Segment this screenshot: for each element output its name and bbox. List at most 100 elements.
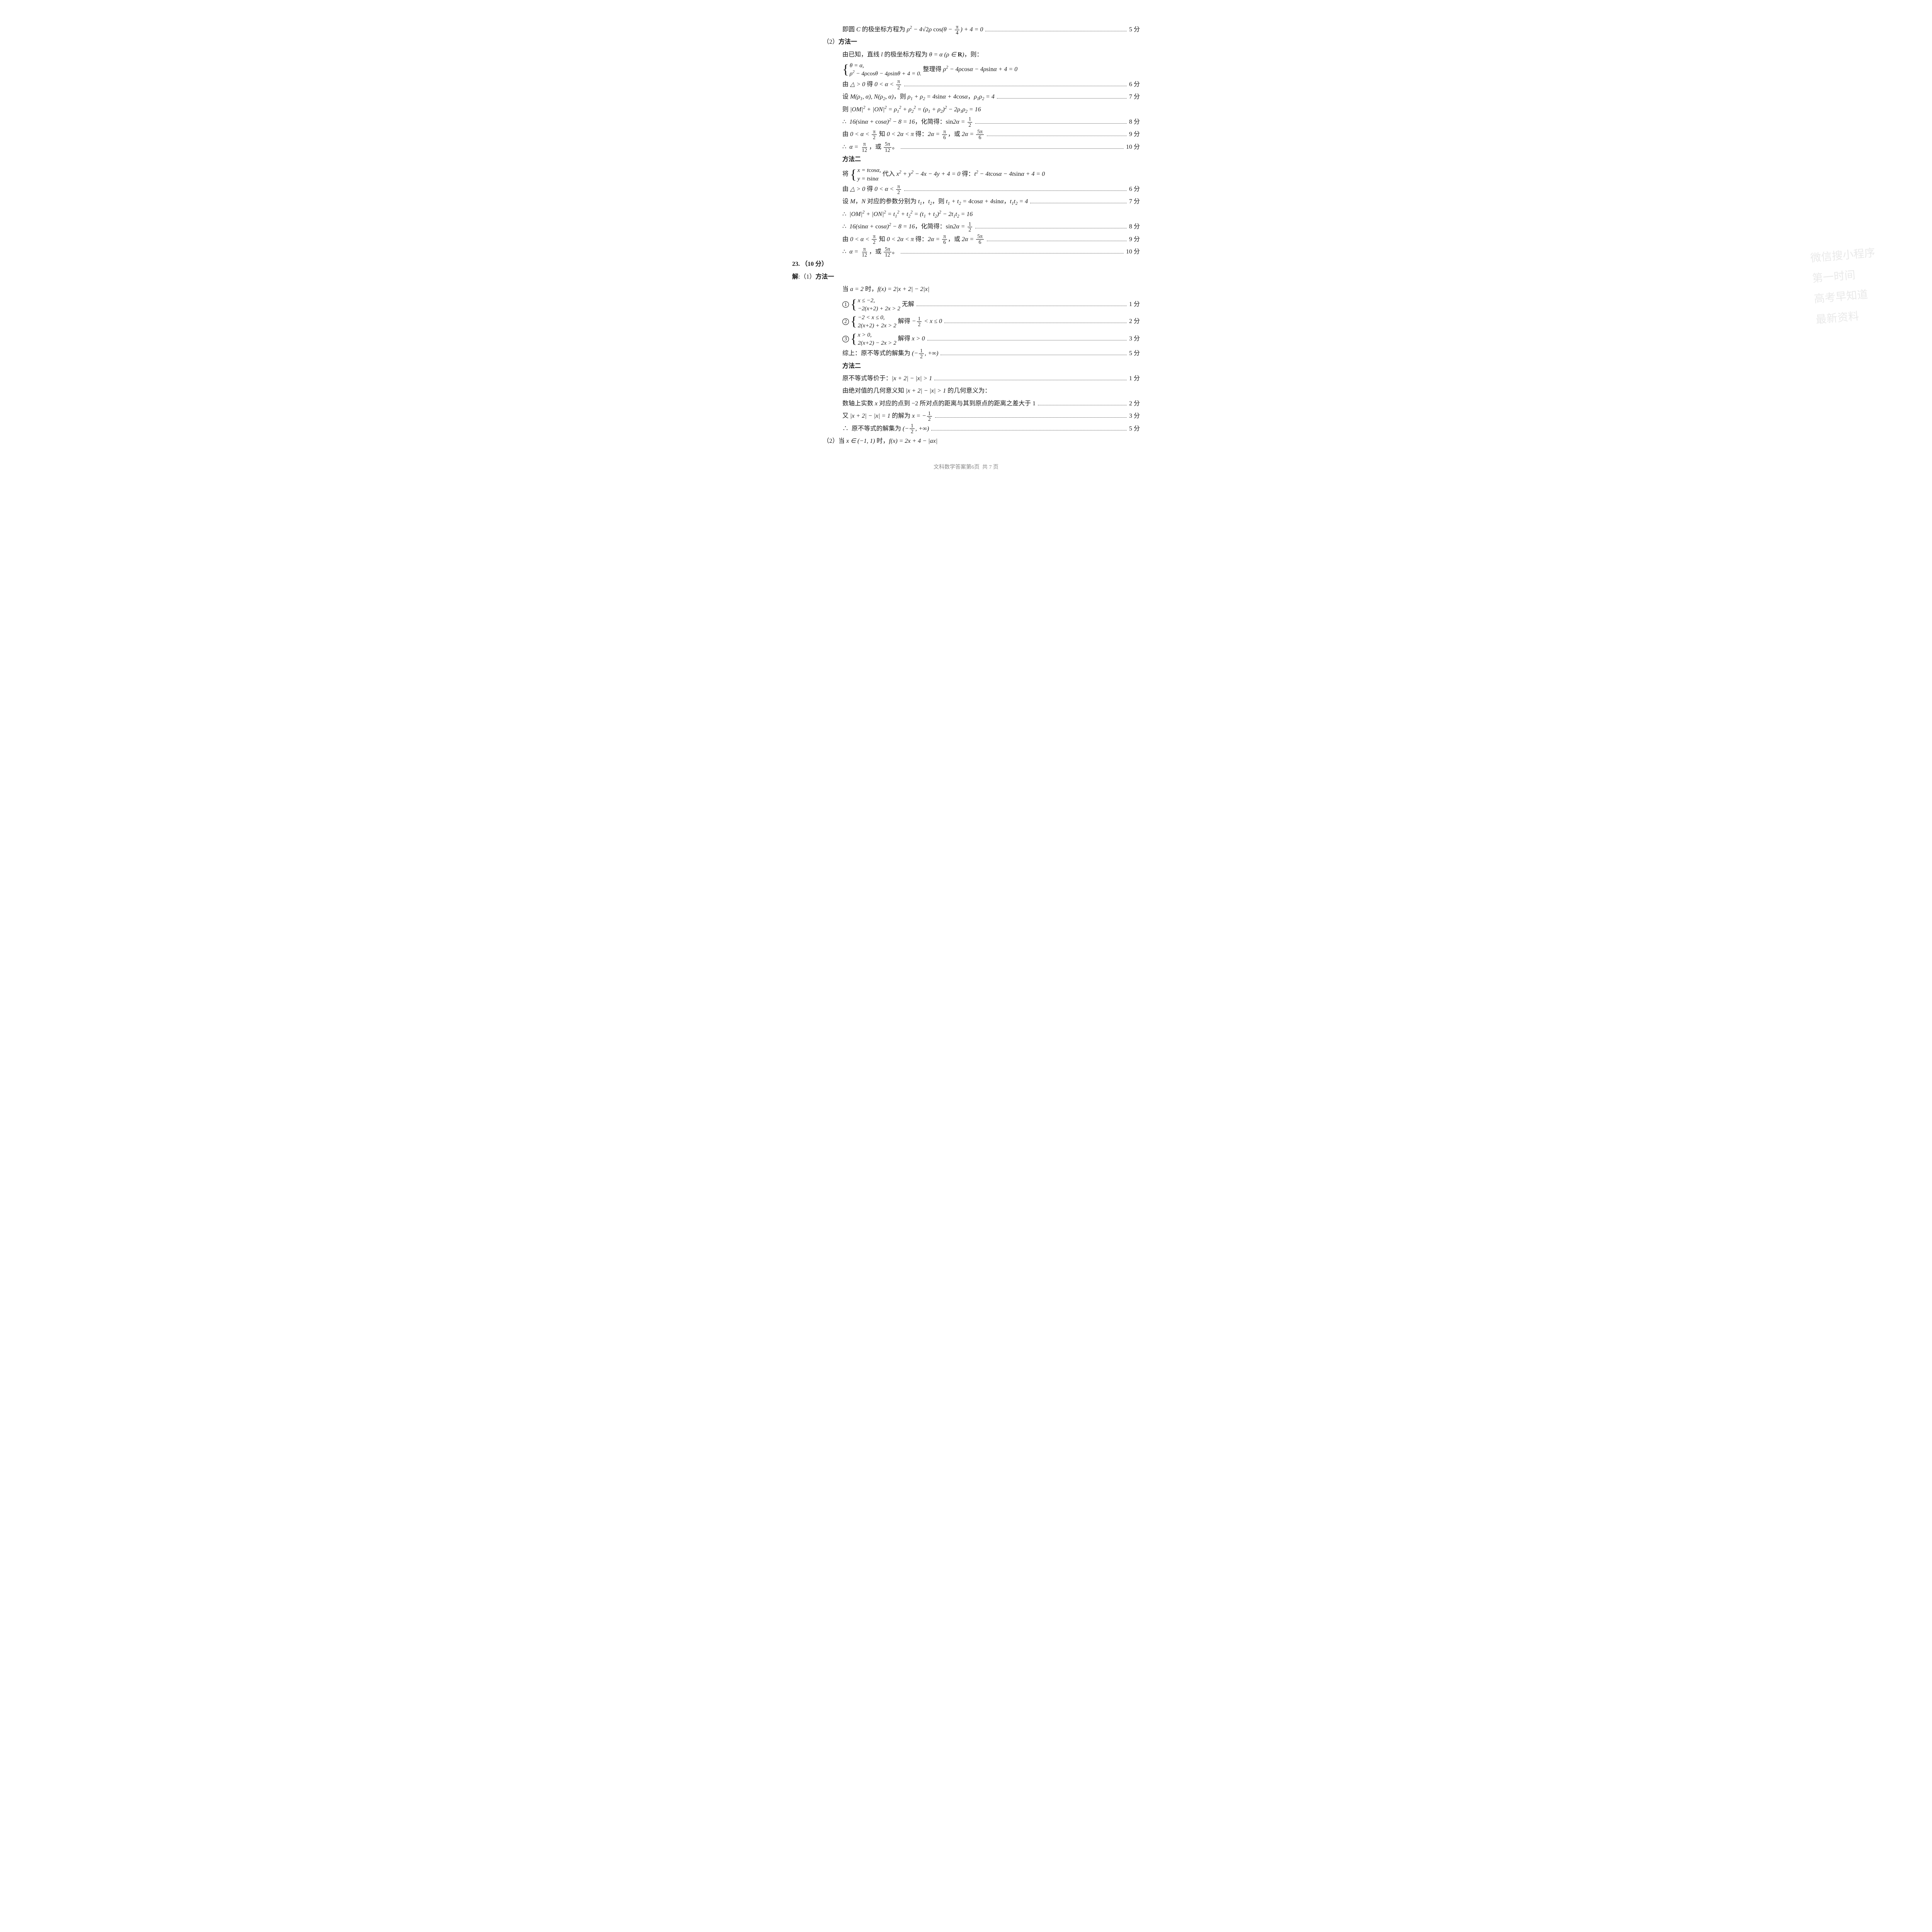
dotted-leader	[987, 235, 1127, 241]
dotted-leader	[901, 143, 1124, 148]
solution-line: 数轴上实数 x 对应的点到 −2 所对点的距离与其到原点的距离之差大于 1 2 分	[792, 398, 1140, 410]
solution-line: 3{x > 0,2(x+2) − 2x > 2 解得 x > 0 3 分	[792, 331, 1140, 347]
line-text: 又 |x + 2| − |x| = 1 的解为 x = −12	[842, 410, 933, 422]
line-text: ∴ 16(sinα + cosα)2 − 8 = 16，化简得：sin2α = …	[842, 116, 973, 128]
solution-line: 由绝对值的几何意义知 |x + 2| − |x| > 1 的几何意义为：	[792, 385, 1140, 397]
score-mark: 2 分	[1129, 316, 1140, 327]
score-mark: 7 分	[1129, 196, 1140, 207]
score-mark: 8 分	[1129, 116, 1140, 128]
line-text: 解:（1）方法一	[792, 271, 834, 283]
line-text: 将 {x = tcosα,y = tsinα 代入 x2 + y2 − 4x −…	[842, 166, 1045, 183]
score-mark: 8 分	[1129, 221, 1140, 233]
solution-line: ∴ 16(sinα + cosα)2 − 8 = 16，化简得：sin2α = …	[792, 221, 1140, 233]
solution-line: 23. （10 分）	[792, 259, 1140, 270]
page-footer: 文科数学答案第6页 共 7 页	[46, 463, 1886, 473]
solution-line: 由 △ > 0 得 0 < α < π2 6 分	[792, 79, 1140, 90]
solution-line: 将 {x = tcosα,y = tsinα 代入 x2 + y2 − 4x −…	[792, 166, 1140, 183]
dotted-leader	[901, 248, 1124, 253]
dotted-leader	[1030, 197, 1127, 203]
line-text: {θ = α,ρ2 − 4ρcosθ − 4ρsinθ + 4 = 0. 整理得…	[842, 61, 1017, 78]
solution-line: 又 |x + 2| − |x| = 1 的解为 x = −12 3 分	[792, 410, 1140, 422]
line-text: 由 △ > 0 得 0 < α < π2	[842, 184, 902, 195]
line-text: ∴ α = π12，或 5π12。	[842, 246, 898, 258]
solution-line: 设 M(ρ1, α), N(ρ2, α)，则 ρ1 + ρ2 = 4sinα +…	[792, 91, 1140, 103]
score-mark: 2 分	[1129, 398, 1140, 410]
line-text: 数轴上实数 x 对应的点到 −2 所对点的距离与其到原点的距离之差大于 1	[842, 398, 1036, 410]
score-mark: 5 分	[1129, 24, 1140, 36]
line-text: 由 △ > 0 得 0 < α < π2	[842, 79, 902, 90]
dotted-leader	[975, 118, 1127, 124]
line-text: ∴ α = π12，或 5π12。	[842, 141, 898, 153]
solution-line: 则 |OM|2 + |ON|2 = ρ12 + ρ22 = (ρ1 + ρ2)2…	[792, 104, 1140, 116]
solution-line: {θ = α,ρ2 − 4ρcosθ − 4ρsinθ + 4 = 0. 整理得…	[792, 61, 1140, 78]
dotted-leader	[1038, 399, 1127, 405]
score-mark: 9 分	[1129, 234, 1140, 245]
dotted-leader	[904, 80, 1127, 86]
dotted-leader	[987, 130, 1127, 136]
line-text: 则 |OM|2 + |ON|2 = ρ12 + ρ22 = (ρ1 + ρ2)2…	[842, 104, 981, 116]
line-text: （2）方法一	[823, 36, 857, 48]
solution-line: 方法二	[792, 154, 1140, 165]
score-mark: 6 分	[1129, 79, 1140, 90]
solution-line: 由 0 < α < π2 知 0 < 2α < π 得：2α = π6，或 2α…	[792, 234, 1140, 245]
solution-line: ∴ 16(sinα + cosα)2 − 8 = 16，化简得：sin2α = …	[792, 116, 1140, 128]
score-mark: 1 分	[1129, 299, 1140, 310]
dotted-leader	[944, 317, 1127, 323]
solution-line: ∴ α = π12，或 5π12。 10 分	[792, 141, 1140, 153]
watermark: 微信搜小程序 第一时间 高考早知道 最新资料	[1810, 243, 1881, 330]
line-text: 即圆 C 的极坐标方程为 ρ2 − 4√2ρ cos(θ − π4) + 4 =…	[842, 24, 983, 36]
score-mark: 10 分	[1126, 141, 1140, 153]
dotted-leader	[985, 26, 1127, 31]
dotted-leader	[934, 374, 1127, 380]
line-text: 原不等式等价于：|x + 2| − |x| > 1	[842, 373, 932, 384]
dotted-leader	[997, 93, 1127, 99]
solution-line: 解:（1）方法一	[792, 271, 1140, 283]
solution-line: 由 0 < α < π2 知 0 < 2α < π 得：2α = π6，或 2α…	[792, 129, 1140, 140]
solution-line: 方法二	[792, 361, 1140, 372]
solution-line: ∴ |OM|2 + |ON|2 = t12 + t22 = (t1 + t2)2…	[792, 209, 1140, 220]
line-text: 23. （10 分）	[792, 259, 828, 270]
solution-line: 即圆 C 的极坐标方程为 ρ2 − 4√2ρ cos(θ − π4) + 4 =…	[792, 24, 1140, 36]
solution-line: （2）方法一	[792, 36, 1140, 48]
solution-line: 由已知，直线 l 的极坐标方程为 θ = α (ρ ∈ R)，则：	[792, 49, 1140, 61]
line-text: 设 M，N 对应的参数分别为 t1，t2，则 t1 + t2 = 4cosα +…	[842, 196, 1028, 207]
score-mark: 7 分	[1129, 91, 1140, 103]
line-text: 由绝对值的几何意义知 |x + 2| − |x| > 1 的几何意义为：	[842, 385, 991, 397]
line-text: 方法二	[842, 361, 861, 372]
line-text: 方法二	[842, 154, 861, 165]
solution-line: 由 △ > 0 得 0 < α < π26 分	[792, 184, 1140, 195]
page-content: 即圆 C 的极坐标方程为 ρ2 − 4√2ρ cos(θ − π4) + 4 =…	[792, 24, 1140, 447]
solution-line: ∴ 原不等式的解集为 (−12, +∞) 5 分	[792, 423, 1140, 435]
solution-line: 当 a = 2 时，f(x) = 2|x + 2| − 2|x|	[792, 284, 1140, 295]
dotted-leader	[917, 300, 1127, 306]
line-text: 3{x > 0,2(x+2) − 2x > 2 解得 x > 0	[842, 331, 925, 347]
solution-line: 1{x ≤ −2,−2(x+2) + 2x > 2 无解1 分	[792, 296, 1140, 313]
line-text: 由 0 < α < π2 知 0 < 2α < π 得：2α = π6，或 2α…	[842, 234, 985, 245]
score-mark: 3 分	[1129, 410, 1140, 422]
line-text: 当 a = 2 时，f(x) = 2|x + 2| − 2|x|	[842, 284, 929, 295]
score-mark: 3 分	[1129, 333, 1140, 345]
score-mark: 5 分	[1129, 423, 1140, 435]
line-text: 由已知，直线 l 的极坐标方程为 θ = α (ρ ∈ R)，则：	[842, 49, 983, 61]
line-text: 综上：原不等式的解集为 (−12, +∞)	[842, 348, 938, 359]
dotted-leader	[931, 424, 1127, 430]
line-text: （2）当 x ∈ (−1, 1) 时，f(x) = 2x + 4 − |ax|	[823, 435, 937, 447]
line-text: ∴ 原不等式的解集为 (−12, +∞)	[842, 423, 929, 435]
solution-line: 综上：原不等式的解集为 (−12, +∞) 5 分	[792, 348, 1140, 359]
line-text: 2{−2 < x ≤ 0,2(x+2) + 2x > 2 解得 −12 < x …	[842, 313, 942, 330]
line-text: 设 M(ρ1, α), N(ρ2, α)，则 ρ1 + ρ2 = 4sinα +…	[842, 91, 995, 103]
line-text: 由 0 < α < π2 知 0 < 2α < π 得：2α = π6，或 2α…	[842, 129, 985, 140]
score-mark: 10 分	[1126, 246, 1140, 258]
score-mark: 9 分	[1129, 129, 1140, 140]
score-mark: 1 分	[1129, 373, 1140, 384]
dotted-leader	[975, 223, 1127, 228]
dotted-leader	[904, 185, 1127, 191]
solution-line: （2）当 x ∈ (−1, 1) 时，f(x) = 2x + 4 − |ax|	[792, 435, 1140, 447]
score-mark: 5 分	[1129, 348, 1140, 359]
solution-line: 2{−2 < x ≤ 0,2(x+2) + 2x > 2 解得 −12 < x …	[792, 313, 1140, 330]
solution-line: 原不等式等价于：|x + 2| − |x| > 1 1 分	[792, 373, 1140, 384]
dotted-leader	[940, 349, 1127, 355]
dotted-leader	[927, 334, 1127, 340]
line-text: ∴ |OM|2 + |ON|2 = t12 + t22 = (t1 + t2)2…	[842, 209, 973, 220]
solution-line: 设 M，N 对应的参数分别为 t1，t2，则 t1 + t2 = 4cosα +…	[792, 196, 1140, 207]
